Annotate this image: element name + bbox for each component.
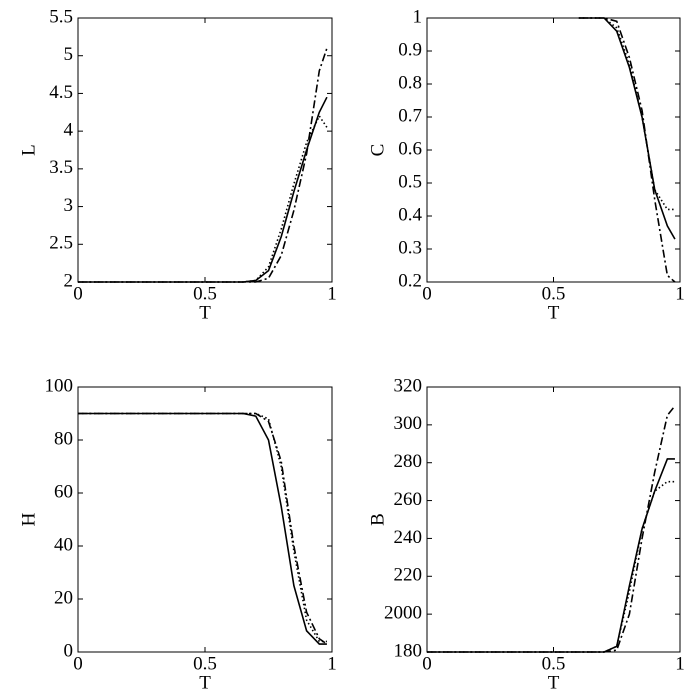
y-tick-label: 1 xyxy=(413,6,423,27)
y-tick-label: 280 xyxy=(394,451,423,472)
y-tick-label: 0.5 xyxy=(398,171,422,192)
x-tick-label: 0 xyxy=(73,653,83,674)
y-tick-label: 2.5 xyxy=(49,233,73,254)
y-tick-label: 0.7 xyxy=(398,105,422,126)
y-tick-label: 0.2 xyxy=(398,270,422,291)
x-axis-label: T xyxy=(548,672,560,693)
data-line xyxy=(427,405,676,653)
x-tick-label: 0 xyxy=(422,653,432,674)
y-tick-label: 240 xyxy=(394,527,423,548)
x-tick-label: 1 xyxy=(675,653,685,674)
y-tick-label: 20 xyxy=(54,587,73,608)
data-line xyxy=(78,96,328,283)
x-tick-label: 0.5 xyxy=(193,283,217,304)
y-tick-label: 0.9 xyxy=(398,39,422,60)
y-tick-label: 320 xyxy=(394,375,423,396)
y-tick-label: 0.6 xyxy=(398,138,422,159)
y-axis-label: L xyxy=(18,144,39,156)
x-tick-label: 0.5 xyxy=(542,283,566,304)
y-tick-label: 0.8 xyxy=(398,72,422,93)
data-line xyxy=(578,17,675,211)
y-tick-label: 2000 xyxy=(384,603,422,624)
y-tick-label: 3 xyxy=(64,195,74,216)
y-tick-label: 40 xyxy=(54,534,73,555)
x-tick-label: 1 xyxy=(675,283,685,304)
x-tick-label: 0 xyxy=(422,283,432,304)
y-tick-label: 0.4 xyxy=(398,204,422,225)
y-tick-label: 60 xyxy=(54,481,73,502)
y-tick-label: 0 xyxy=(64,640,74,661)
data-line xyxy=(78,412,327,643)
y-tick-label: 5 xyxy=(64,44,74,65)
data-line xyxy=(427,458,675,653)
y-tick-label: 5.5 xyxy=(49,6,73,27)
y-axis-label: B xyxy=(367,513,388,526)
y-tick-label: 220 xyxy=(394,565,423,586)
x-axis-label: T xyxy=(199,302,211,323)
x-axis-label: T xyxy=(199,672,211,693)
y-tick-label: 4 xyxy=(64,120,74,141)
x-axis-label: T xyxy=(548,302,560,323)
data-line xyxy=(78,412,328,645)
y-tick-label: 3.5 xyxy=(49,157,73,178)
y-tick-label: 0.3 xyxy=(398,237,422,258)
x-tick-label: 0.5 xyxy=(193,653,217,674)
x-tick-label: 0 xyxy=(73,283,83,304)
y-tick-label: 4.5 xyxy=(49,82,73,103)
y-tick-label: 260 xyxy=(394,489,423,510)
axes-box xyxy=(77,386,333,653)
data-line xyxy=(78,114,328,283)
x-tick-label: 0.5 xyxy=(542,653,566,674)
y-tick-label: 180 xyxy=(394,640,423,661)
axes-box xyxy=(426,17,681,283)
axes-box xyxy=(77,17,333,283)
y-axis-label: H xyxy=(18,512,39,526)
y-tick-label: 300 xyxy=(394,413,423,434)
axes-box xyxy=(426,386,681,653)
y-tick-label: 2 xyxy=(64,270,74,291)
data-line xyxy=(78,412,327,645)
data-line xyxy=(427,480,675,653)
y-axis-label: C xyxy=(367,144,388,157)
x-tick-label: 1 xyxy=(327,653,337,674)
y-tick-label: 100 xyxy=(45,375,74,396)
data-line xyxy=(78,47,328,283)
x-tick-label: 1 xyxy=(327,283,337,304)
y-tick-label: 80 xyxy=(54,428,73,449)
